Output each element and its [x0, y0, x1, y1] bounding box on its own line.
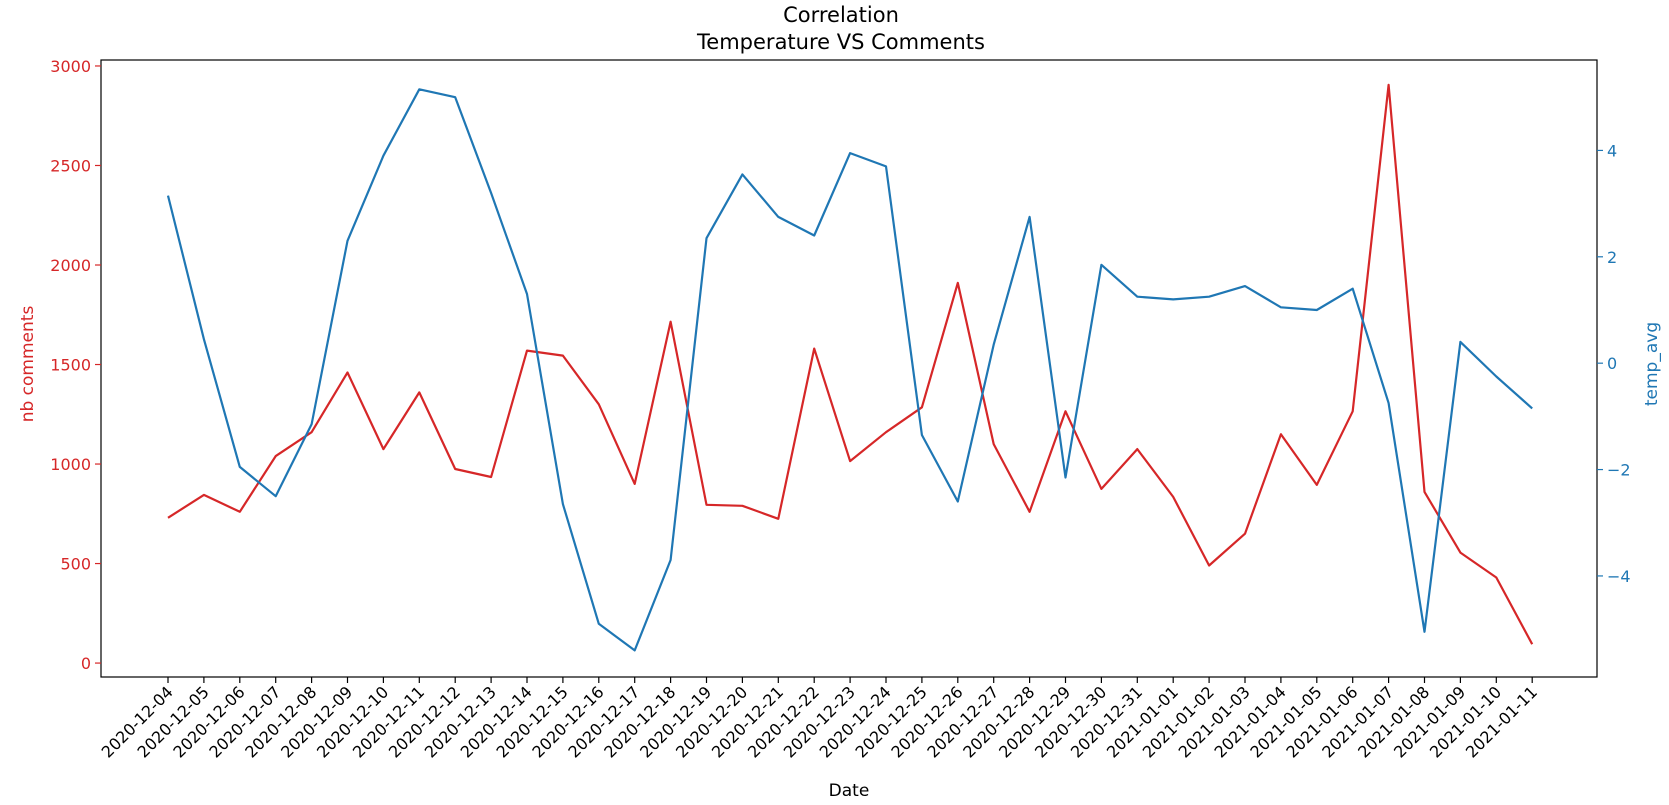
- series-line-nb-comments: [167, 83, 1534, 645]
- y-left-tick-label: 1000: [50, 455, 91, 474]
- y-left-tick-label: 3000: [50, 57, 91, 76]
- y-left-tick-label: 1500: [50, 356, 91, 375]
- chart-subtitle: Temperature VS Comments: [696, 30, 985, 54]
- plot-frame: [100, 59, 1598, 678]
- y-right-tick-label: −4: [1607, 567, 1631, 586]
- y-right-tick-label: 2: [1607, 248, 1617, 267]
- x-axis-label: Date: [829, 781, 870, 801]
- y-left-tick-label: 0: [81, 654, 91, 673]
- y-right-tick-label: −2: [1607, 461, 1631, 480]
- y-left-tick-label: 2000: [50, 256, 91, 275]
- y-axis-label-right: temp_avg: [1642, 322, 1662, 406]
- y-left-tick-label: 2500: [50, 156, 91, 175]
- y-right-tick-label: 4: [1607, 141, 1617, 160]
- chart-title: Correlation: [783, 3, 899, 27]
- y-left-tick-label: 500: [60, 555, 91, 574]
- y-right-tick-label: 0: [1607, 354, 1617, 373]
- plot-area: 050010001500200025003000−4−20242020-12-0…: [50, 57, 1630, 762]
- y-axis-label-left: nb comments: [18, 306, 38, 423]
- series-line-temp-avg: [166, 88, 1533, 652]
